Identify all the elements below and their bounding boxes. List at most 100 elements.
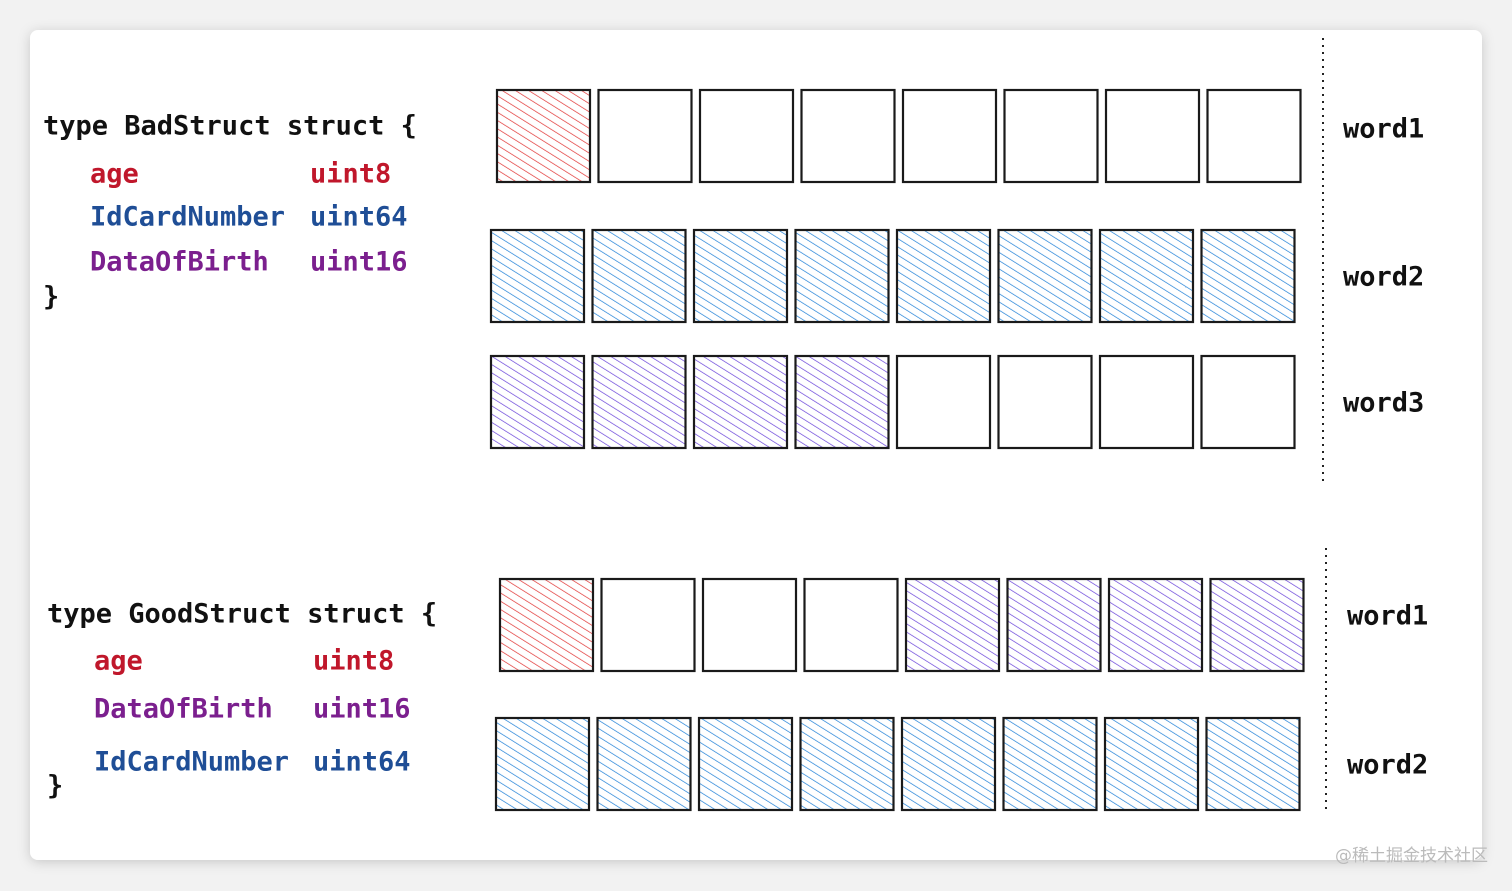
field-name: age bbox=[90, 159, 139, 190]
memory-cell bbox=[692, 354, 789, 450]
struct-close: } bbox=[47, 771, 63, 802]
cell-fill bbox=[695, 357, 786, 447]
memory-cell bbox=[1205, 716, 1301, 812]
memory-cell bbox=[495, 88, 592, 184]
field-type: uint16 bbox=[310, 247, 408, 278]
memory-cell bbox=[591, 354, 687, 450]
memory-cell bbox=[1209, 577, 1305, 673]
memory-cell bbox=[591, 228, 687, 324]
cell-border bbox=[489, 228, 586, 324]
memory-cell bbox=[1006, 577, 1102, 673]
cell-border bbox=[1200, 228, 1296, 324]
cell-fill bbox=[903, 719, 994, 809]
cell-border bbox=[1003, 88, 1099, 184]
cell-border bbox=[600, 577, 696, 673]
cell-border bbox=[698, 88, 795, 184]
memory-cell bbox=[895, 354, 992, 450]
cell-border bbox=[1107, 577, 1204, 673]
cell-border bbox=[1200, 354, 1296, 450]
memory-cell bbox=[997, 354, 1093, 450]
memory-cell bbox=[997, 228, 1093, 324]
struct-header: type BadStruct struct { bbox=[43, 111, 417, 142]
memory-cell bbox=[1200, 354, 1296, 450]
cell-fill bbox=[1004, 719, 1096, 809]
memory-cell bbox=[1104, 88, 1201, 184]
cell-border bbox=[692, 228, 789, 324]
cell-fill bbox=[1110, 580, 1201, 670]
field-type: uint8 bbox=[310, 159, 391, 190]
memory-cell bbox=[597, 88, 693, 184]
cell-border bbox=[591, 228, 687, 324]
cell-border bbox=[1209, 577, 1305, 673]
cell-border bbox=[904, 577, 1001, 673]
memory-cell bbox=[600, 577, 696, 673]
word-label: word2 bbox=[1347, 750, 1428, 781]
cell-border bbox=[1098, 354, 1195, 450]
memory-cell bbox=[498, 577, 595, 673]
memory-cell bbox=[794, 354, 890, 450]
memory-cell bbox=[697, 716, 794, 812]
cell-border bbox=[1104, 88, 1201, 184]
cell-fill bbox=[695, 231, 786, 321]
cell-fill bbox=[1008, 580, 1100, 670]
cell-fill bbox=[593, 231, 685, 321]
cell-border bbox=[799, 716, 895, 812]
memory-cell bbox=[794, 228, 890, 324]
memory-cell bbox=[904, 577, 1001, 673]
cell-border bbox=[701, 577, 798, 673]
cell-border bbox=[494, 716, 591, 812]
cell-border bbox=[901, 88, 998, 184]
cell-fill bbox=[498, 91, 589, 181]
cell-fill bbox=[1202, 231, 1294, 321]
memory-cell bbox=[692, 228, 789, 324]
memory-cell bbox=[1002, 716, 1098, 812]
memory-cell bbox=[596, 716, 692, 812]
cell-border bbox=[697, 716, 794, 812]
cell-border bbox=[692, 354, 789, 450]
field-type: uint8 bbox=[313, 646, 394, 677]
cell-border bbox=[997, 354, 1093, 450]
cell-fill bbox=[501, 580, 592, 670]
memory-cell bbox=[698, 88, 795, 184]
watermark: @稀土掘金技术社区 bbox=[1335, 846, 1488, 866]
field-name: age bbox=[94, 646, 143, 677]
cell-fill bbox=[801, 719, 893, 809]
field-type: uint64 bbox=[310, 202, 408, 233]
cell-border bbox=[1098, 228, 1195, 324]
memory-cell bbox=[895, 228, 992, 324]
cell-border bbox=[800, 88, 896, 184]
cell-border bbox=[895, 228, 992, 324]
cell-fill bbox=[1207, 719, 1299, 809]
memory-cell bbox=[900, 716, 997, 812]
cell-border bbox=[997, 228, 1093, 324]
cell-fill bbox=[999, 231, 1091, 321]
memory-cell bbox=[901, 88, 998, 184]
struct-close: } bbox=[43, 282, 59, 313]
cell-border bbox=[794, 228, 890, 324]
memory-cell bbox=[1206, 88, 1302, 184]
field-type: uint16 bbox=[313, 694, 411, 725]
cell-border bbox=[495, 88, 592, 184]
cell-border bbox=[1006, 577, 1102, 673]
cell-border bbox=[1206, 88, 1302, 184]
cell-fill bbox=[898, 231, 989, 321]
cell-border bbox=[1103, 716, 1200, 812]
memory-cell bbox=[1098, 354, 1195, 450]
cell-fill bbox=[593, 357, 685, 447]
cell-fill bbox=[796, 357, 888, 447]
memory-cell bbox=[1103, 716, 1200, 812]
field-name: IdCardNumber bbox=[94, 747, 289, 778]
cell-fill bbox=[497, 719, 588, 809]
word-label: word1 bbox=[1347, 601, 1428, 632]
word-label: word2 bbox=[1343, 262, 1424, 293]
memory-cell bbox=[803, 577, 899, 673]
cell-border bbox=[1205, 716, 1301, 812]
cell-fill bbox=[907, 580, 998, 670]
cell-fill bbox=[1106, 719, 1197, 809]
cell-fill bbox=[700, 719, 791, 809]
field-name: IdCardNumber bbox=[90, 202, 285, 233]
cell-fill bbox=[492, 357, 583, 447]
cell-fill bbox=[598, 719, 690, 809]
cell-border bbox=[596, 716, 692, 812]
cell-border bbox=[794, 354, 890, 450]
